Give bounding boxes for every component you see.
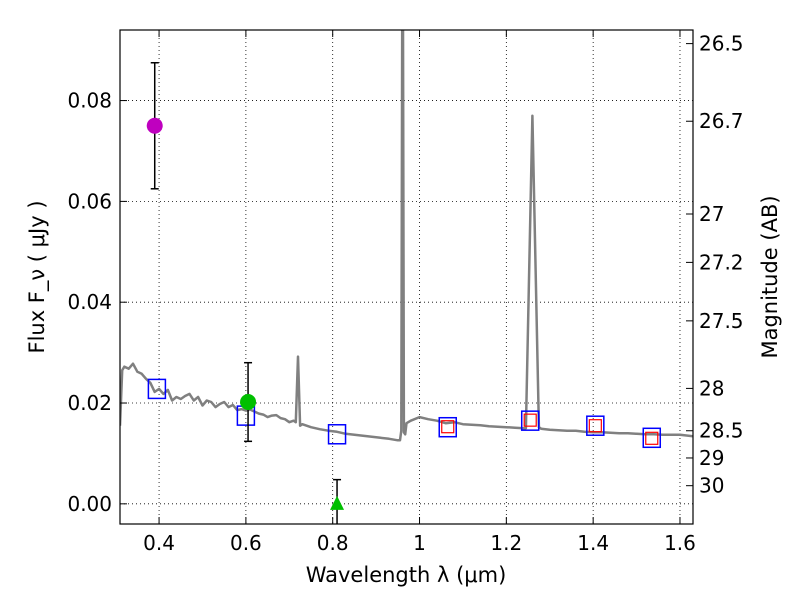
spectrum-line: [120, 30, 693, 442]
observed-photometry-square: [441, 420, 455, 434]
data-layer: [120, 30, 693, 524]
photometry-point: [146, 117, 163, 134]
axis-ticks: 0.4 0.6 0.8 1 1.2 1.4 1.6 0.00 0.02 0.04 0.06 0.08 2…: [67, 30, 744, 555]
plot-area: [120, 30, 693, 524]
x-tick-label: 0.6: [230, 531, 262, 555]
x-axis-label: Wavelength λ (μm): [306, 563, 507, 587]
y-tick-label: 0.06: [67, 189, 112, 213]
x-tick-label: 0.4: [143, 531, 175, 555]
model-photometry-square: [642, 427, 662, 449]
y-tick-label: 0.00: [67, 492, 112, 516]
right-tick-label: 28.5: [699, 419, 744, 443]
right-tick-label: 26.7: [699, 109, 744, 133]
y-axis-label: Flux F_ν ( μJy ): [25, 200, 50, 353]
y-tick-label: 0.04: [67, 290, 112, 314]
x-tick-label: 1.2: [490, 531, 522, 555]
y-tick-label: 0.08: [67, 89, 112, 113]
y-tick-label: 0.02: [67, 391, 112, 415]
x-tick-label: 1: [413, 531, 426, 555]
right-tick-label: 27: [699, 202, 724, 226]
x-tick-label: 0.8: [317, 531, 349, 555]
right-tick-label: 29: [699, 446, 724, 470]
plot-frame: [119, 29, 694, 525]
model-photometry-square: [327, 424, 347, 445]
photometry-point: [240, 394, 257, 411]
model-photometry-square: [438, 416, 457, 438]
observed-photometry-square: [645, 431, 659, 445]
right-tick-label: 27.5: [699, 309, 744, 333]
model-photometry-square: [586, 415, 605, 436]
right-tick-label: 30: [699, 474, 724, 498]
right-tick-label: 27.2: [699, 250, 744, 274]
observed-photometry-square: [523, 413, 537, 427]
x-tick-label: 1.4: [577, 531, 609, 555]
x-tick-label: 1.6: [664, 531, 696, 555]
model-photometry-square: [520, 410, 540, 431]
right-tick-label: 28: [699, 376, 724, 400]
observed-photometry-square: [588, 419, 602, 433]
right-tick-label: 26.5: [699, 32, 744, 56]
right-axis-label: Magnitude (AB): [758, 195, 782, 358]
model-photometry-square: [147, 378, 167, 400]
upper-limit-triangle: [330, 495, 345, 510]
